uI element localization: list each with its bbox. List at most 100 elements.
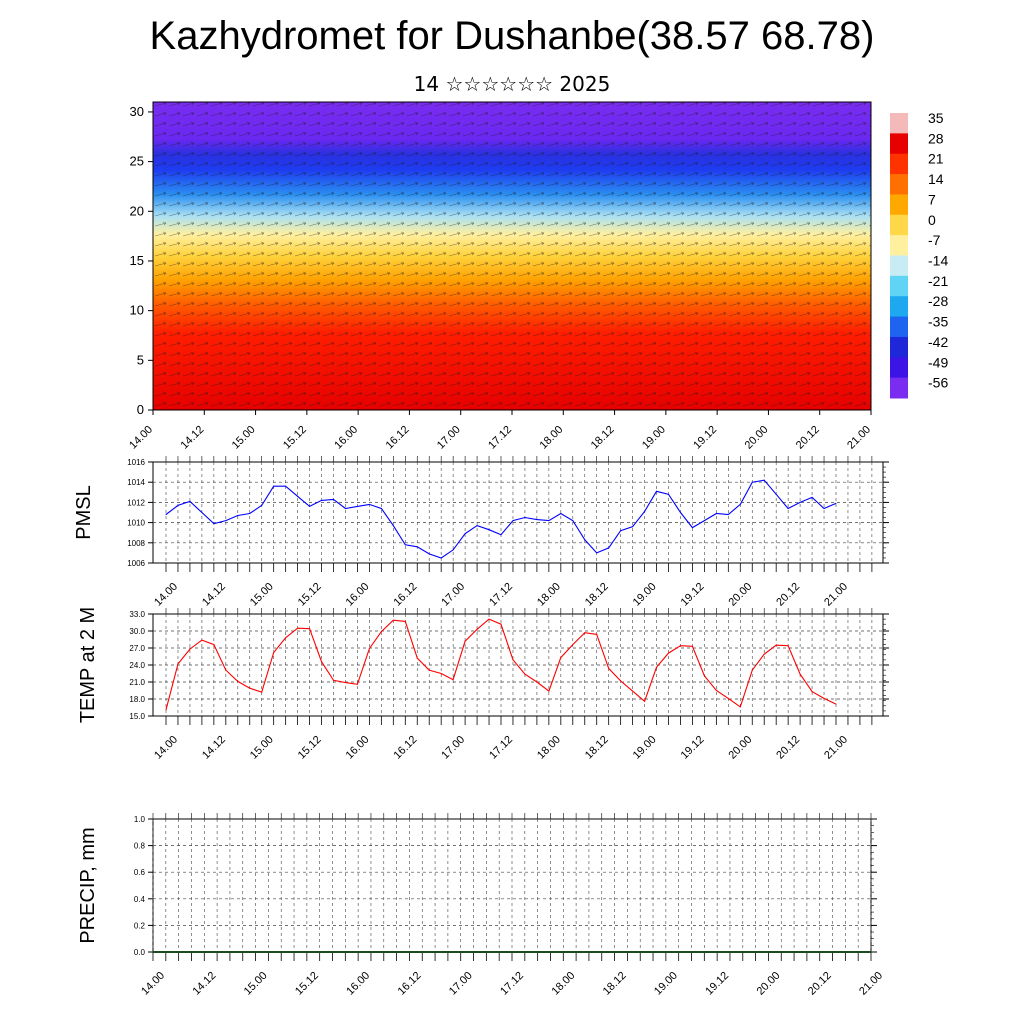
panel-ytick-label: 1006 [127,559,145,568]
colorbar-swatch [890,174,908,195]
panel-ytick-label: 0.6 [134,868,146,877]
colorbar-swatch [890,153,908,175]
data-point [572,520,574,522]
data-point [368,503,370,505]
heatmap-xtick-label: 15.12 [281,424,309,452]
data-point [392,619,394,621]
heatmap-panel: 0 5 10 15 20 25 30 14.00 14.12 15.00 15.12 16.00 16.… [127,101,873,452]
panel-xtick-label: 15.00 [242,970,270,998]
data-point [500,623,502,625]
panel-xtick-label: 21.00 [822,734,850,762]
panel-xtick-label: 19.12 [679,734,707,762]
data-point [213,644,215,646]
panel-xtick-label: 18.12 [583,734,611,762]
heatmap-ytick-label: 5 [137,352,144,367]
chart-subtitle: 14 ☆☆☆☆☆☆ 2025 [413,72,611,96]
panel-xtick-label: 18.00 [535,734,563,762]
colorbar-label: -28 [928,293,948,309]
data-point [237,680,239,682]
data-point [763,653,765,655]
data-point [715,690,717,691]
colorbar-swatch [890,296,908,318]
data-point [297,627,299,629]
heatmap-ytick-label: 20 [130,203,144,218]
colorbar-label: 21 [928,151,944,167]
data-point [464,533,466,535]
panel-ytick-label: 18.0 [129,695,145,704]
data-point [835,703,837,705]
data-point [404,544,406,546]
data-point [739,706,741,708]
data-point [632,526,634,528]
colorbar-label: -14 [928,253,948,269]
panel-xtick-label: 14.12 [200,734,228,762]
data-point [799,501,801,503]
data-point [536,681,538,683]
data-point [512,520,514,522]
heatmap-xtick-label: 16.00 [332,424,360,452]
panel-xtick-label: 15.12 [296,581,324,609]
panel-xtick-label: 16.12 [391,734,419,762]
data-point [452,679,454,681]
data-point [775,493,777,495]
data-point [679,512,681,513]
panel-xtick-label: 16.12 [391,581,419,609]
panel-xtick-label: 20.12 [806,970,834,998]
pmsl-frame [152,461,884,564]
data-point [763,479,765,481]
panel-ytick-label: 24.0 [129,661,145,670]
data-point [416,546,418,548]
data-point [165,514,167,516]
panel-ytick-label: 30.0 [129,627,145,636]
panel-xtick-label: 20.00 [726,734,754,762]
data-point [440,557,442,559]
data-point [656,666,658,668]
data-point [715,513,717,515]
panel-ytick-label: 27.0 [129,644,145,653]
data-point [225,669,227,671]
data-point [201,512,203,513]
panel-xtick-label: 16.00 [344,581,372,609]
panel-ytick-label: 1016 [127,458,145,467]
colorbar-swatch [890,194,908,216]
data-point [632,690,634,692]
data-point [452,549,454,551]
chart-title: Kazhydromet for Dushanbe(38.57 68.78) [149,14,875,58]
panel-xtick-label: 20.12 [774,734,802,762]
data-point [679,645,681,647]
colorbar-swatch [890,113,908,134]
data-point [333,679,334,681]
panel-xtick-label: 15.00 [248,581,276,609]
panel-ylabel: TEMP at 2 M [77,607,99,723]
data-point [608,667,610,669]
colorbar-swatch [890,275,908,297]
colorbar-label: -42 [928,334,948,350]
heatmap-xtick-label: 17.12 [486,424,514,452]
panel-ytick-label: 1010 [127,519,145,528]
colorbar-label: 28 [928,130,944,146]
data-point [691,645,693,647]
data-point [727,697,729,699]
pmsl-inner: 1016 1014 1012 1010 1008 1006 14.00 14.12 15.00 1… [73,456,889,609]
data-point [321,499,323,501]
colorbar-label: 35 [928,110,944,126]
panel-ylabel: PRECIP, mm [77,827,99,943]
data-point [225,520,227,522]
colorbar-swatch [890,133,908,155]
panel-xtick-label: 20.12 [774,581,802,609]
data-point [297,495,299,497]
panel-ytick-label: 0.4 [134,895,146,904]
data-point [488,618,490,620]
data-point [572,644,574,646]
data-point [668,493,669,495]
heatmap-xtick-label: 14.12 [178,424,206,452]
heatmap-xtick-label: 14.00 [127,424,155,452]
data-point [285,637,287,639]
panel-xtick-label: 16.00 [344,970,372,998]
pmsl-panel: 1016 1014 1012 1010 1008 1006 14.00 14.12 15.00 1… [73,456,889,609]
data-point [823,507,825,509]
colorbar-label: 14 [928,171,944,187]
panel-xtick-label: 17.12 [487,581,515,609]
precip-panel: 1.0 0.8 0.6 0.4 0.2 0.0 14.00 14.12 15.00 15.12 16… [77,813,885,998]
colorbar-label: 7 [928,191,936,207]
